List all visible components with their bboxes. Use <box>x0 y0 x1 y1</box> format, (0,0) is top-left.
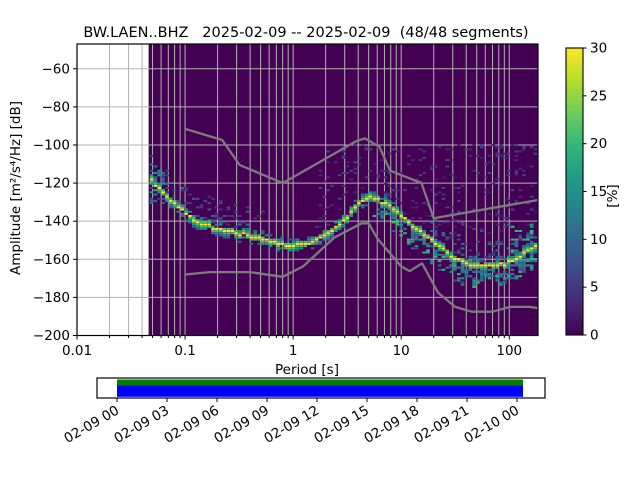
y-tick-label: −120 <box>33 176 70 192</box>
ppsd-heatmap-background <box>148 44 538 336</box>
y-tick-label: −180 <box>33 290 70 306</box>
colorbar-tick-label: 30 <box>590 41 607 57</box>
y-tick-labels: −60 −80 −100 −120 −140 −160 −180 −200 <box>33 61 70 344</box>
colorbar: 0 5 10 15 20 25 30 <box>565 41 607 344</box>
coverage-blue-bar <box>117 385 523 397</box>
y-axis-label: Amplitude [m²/s⁴/Hz] [dB] <box>8 101 24 275</box>
grid-lines <box>76 44 538 336</box>
timeline-tick-label: 02-09 12 <box>261 403 322 447</box>
colorbar-tick-label: 0 <box>590 328 599 344</box>
y-tick-label: −80 <box>42 99 71 115</box>
timeline-tick-label: 02-09 06 <box>161 403 222 447</box>
axis-ticks <box>73 68 510 340</box>
x-tick-label: 0.1 <box>174 343 195 359</box>
plot-title: BW.LAEN..BHZ 2025-02-09 -- 2025-02-09 (4… <box>83 25 528 41</box>
colorbar-tick-label: 5 <box>590 280 599 296</box>
timeline-tick-label: 02-10 00 <box>461 403 522 447</box>
nlnm-line <box>184 222 539 313</box>
timeline-ticks <box>116 398 518 402</box>
axes-frame <box>76 43 539 337</box>
x-tick-label: 100 <box>496 343 522 359</box>
colorbar-tick-label: 25 <box>590 88 607 104</box>
y-tick-label: −140 <box>33 214 70 230</box>
timeline-tick-label: 02-09 21 <box>411 403 472 447</box>
colorbar-tick-label: 20 <box>590 136 607 152</box>
timeline-tick-label: 02-09 15 <box>311 403 372 447</box>
colorbar-label: [%] <box>605 184 621 207</box>
nhnm-line <box>184 127 539 220</box>
colorbar-ticks <box>583 47 587 336</box>
x-tick-label: 10 <box>393 343 410 359</box>
mode-ridge <box>149 174 538 278</box>
y-tick-label: −200 <box>33 328 70 344</box>
x-tick-label: 1 <box>289 343 298 359</box>
main-axes: 0.01 0.1 1 10 100−60−80−100−120−140−160−180−… <box>33 43 539 359</box>
colorbar-tick-label: 10 <box>590 232 607 248</box>
colorbar-tick-label: 15 <box>590 184 607 200</box>
x-tick-label: 0.01 <box>62 343 92 359</box>
timeline-tick-label: 02-09 09 <box>211 403 272 447</box>
x-axis-label: Period [s] <box>275 362 339 378</box>
x-tick-labels: 0.01 0.1 1 10 100 <box>62 343 522 359</box>
coverage-green-bar <box>117 379 523 386</box>
y-tick-label: −60 <box>42 61 71 77</box>
colorbar-gradient <box>565 47 584 336</box>
timeline-tick-label: 02-09 18 <box>361 403 422 447</box>
timeline-tick-label: 02-09 00 <box>61 403 122 447</box>
y-tick-label: −160 <box>33 252 70 268</box>
timeline-tick-label: 02-09 03 <box>111 403 172 447</box>
y-tick-label: −100 <box>33 137 70 153</box>
